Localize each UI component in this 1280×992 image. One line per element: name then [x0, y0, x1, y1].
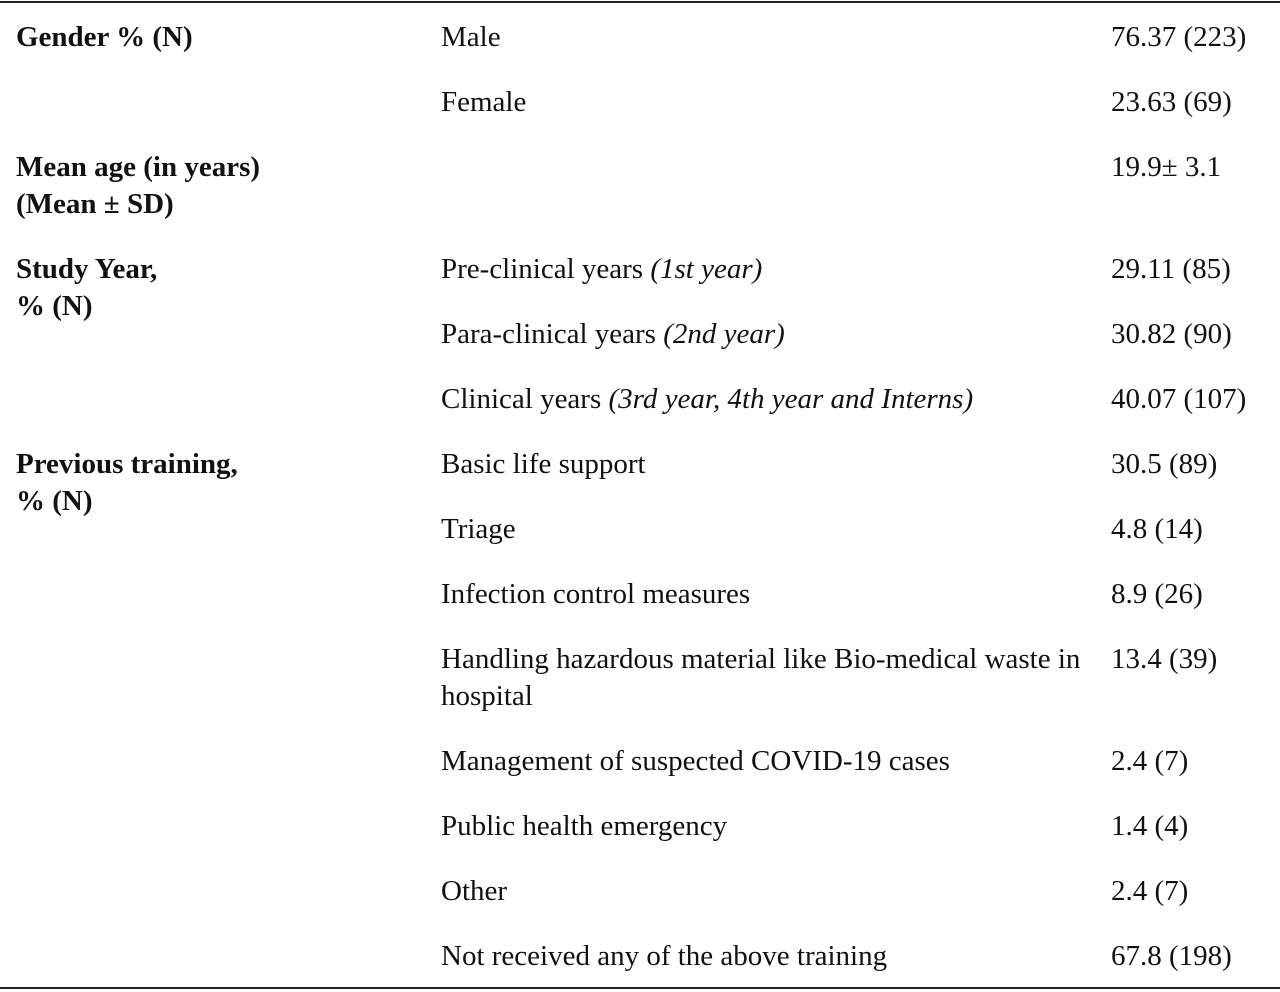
item-note: (1st year): [650, 253, 763, 285]
value-text: 4.8 (14): [1111, 513, 1203, 545]
item-text: Management of suspected COVID-19 cases: [441, 745, 950, 777]
item-text: Infection control measures: [441, 578, 751, 610]
table-row: Study Year, % (N) Pre-clinical years (1st …: [0, 235, 1280, 322]
group-label-line: Mean age (in years): [16, 151, 261, 183]
item-note: (2nd year): [663, 318, 785, 350]
item-cell: Clinical years (3rd year, 4th year and I…: [441, 365, 1111, 430]
item-cell: [441, 133, 1111, 235]
value-text: 40.07 (107): [1111, 383, 1247, 415]
item-text: Clinical years: [441, 383, 602, 415]
group-label: Mean age (in years) (Mean ± SD): [0, 133, 441, 235]
value-cell: 8.9 (26): [1111, 560, 1280, 625]
value-text: 1.4 (4): [1111, 810, 1189, 842]
value-text: 67.8 (198): [1111, 940, 1232, 972]
value-cell: 4.8 (14): [1111, 495, 1280, 560]
item-text: Basic life support: [441, 448, 646, 480]
item-text: Male: [441, 21, 501, 53]
item-cell: Infection control measures: [441, 560, 1111, 625]
group-label-line: Study Year,: [16, 253, 158, 285]
item-cell: Triage: [441, 495, 1111, 560]
value-cell: 30.5 (89): [1111, 430, 1280, 495]
group-label: Study Year, % (N): [0, 235, 441, 430]
table-row: Clinical years (3rd year, 4th year and I…: [0, 365, 1280, 430]
item-text: Public health emergency: [441, 810, 728, 842]
value-cell: 40.07 (107): [1111, 365, 1280, 430]
item-cell: Para-clinical years (2nd year): [441, 300, 1111, 365]
item-text: Female: [441, 86, 527, 118]
item-cell: Male: [441, 2, 1111, 68]
value-cell: 29.11 (85): [1111, 235, 1280, 300]
table-row: Management of suspected COVID-19 cases 2.…: [0, 727, 1280, 792]
group-label-line: % (N): [16, 485, 93, 517]
value-text: 30.5 (89): [1111, 448, 1218, 480]
value-cell: 76.37 (223): [1111, 2, 1280, 68]
table-row: Handling hazardous material like Bio-med…: [0, 625, 1280, 727]
group-label-line: Gender % (N): [16, 21, 193, 53]
item-text: Not received any of the above training: [441, 940, 888, 972]
value-cell: 19.9± 3.1: [1111, 133, 1280, 235]
table-row: Public health emergency 1.4 (4): [0, 792, 1280, 857]
table-row: Mean age (in years) (Mean ± SD) 19.9± 3.1: [0, 133, 1280, 235]
value-cell: 30.82 (90): [1111, 300, 1280, 365]
item-cell: Handling hazardous material like Bio-med…: [441, 625, 1111, 727]
value-text: 30.82 (90): [1111, 318, 1232, 350]
value-text: 23.63 (69): [1111, 86, 1232, 118]
item-text: Para-clinical years: [441, 318, 656, 350]
item-note: (3rd year, 4th year and Interns): [608, 383, 974, 415]
value-cell: 67.8 (198): [1111, 922, 1280, 988]
value-text: 2.4 (7): [1111, 745, 1189, 777]
item-cell: Public health emergency: [441, 792, 1111, 857]
group-label-line: Previous training,: [16, 448, 238, 480]
group-label: Previous training, % (N): [0, 430, 441, 988]
item-cell: Other: [441, 857, 1111, 922]
group-label-line: (Mean ± SD): [16, 188, 174, 220]
table-row: Previous training, % (N) Basic life suppor…: [0, 430, 1280, 517]
group-label-line: % (N): [16, 290, 93, 322]
value-cell: 2.4 (7): [1111, 857, 1280, 922]
table-row: Infection control measures 8.9 (26): [0, 560, 1280, 625]
value-text: 8.9 (26): [1111, 578, 1203, 610]
item-cell: Female: [441, 68, 1111, 133]
value-text: 2.4 (7): [1111, 875, 1189, 907]
group-label: Gender % (N): [0, 2, 441, 133]
value-cell: 13.4 (39): [1111, 625, 1280, 727]
item-cell: Basic life support: [441, 430, 1111, 495]
table-row: Triage 4.8 (14): [0, 495, 1280, 560]
item-text: Pre-clinical years: [441, 253, 644, 285]
value-cell: 2.4 (7): [1111, 727, 1280, 792]
value-cell: 23.63 (69): [1111, 68, 1280, 133]
item-text: Handling hazardous material like Bio-med…: [441, 643, 1081, 712]
value-text: 29.11 (85): [1111, 253, 1231, 285]
item-cell: Not received any of the above training: [441, 922, 1111, 988]
value-text: 13.4 (39): [1111, 643, 1218, 675]
item-text: Triage: [441, 513, 516, 545]
item-cell: Management of suspected COVID-19 cases: [441, 727, 1111, 792]
value-text: 19.9± 3.1: [1111, 151, 1222, 183]
value-text: 76.37 (223): [1111, 21, 1247, 53]
value-cell: 1.4 (4): [1111, 792, 1280, 857]
table-row: Para-clinical years (2nd year) 30.82 (90): [0, 300, 1280, 365]
table-row: Other 2.4 (7): [0, 857, 1280, 922]
item-text: Other: [441, 875, 508, 907]
table-row: Not received any of the above training 67…: [0, 922, 1280, 988]
item-cell: Pre-clinical years (1st year): [441, 235, 1111, 300]
table-row: Gender % (N) Male 76.37 (223): [0, 2, 1280, 68]
table-row: Female 23.63 (69): [0, 68, 1280, 133]
